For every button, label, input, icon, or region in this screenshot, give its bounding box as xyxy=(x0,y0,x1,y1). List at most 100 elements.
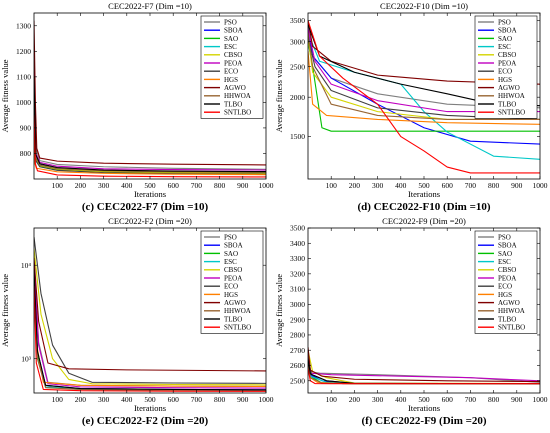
x-tick-label: 600 xyxy=(442,181,454,190)
x-tick-label: 800 xyxy=(214,181,226,190)
y-tick-label: 3500 xyxy=(290,16,305,25)
legend-label-pso: PSO xyxy=(498,233,511,241)
panel-caption: (f) CEC2022-F9 (Dim =20) xyxy=(361,415,486,427)
y-tick-label: 1200 xyxy=(16,47,31,56)
legend-label-hgs: HGS xyxy=(224,76,238,84)
legend-label-pso: PSO xyxy=(224,233,237,241)
legend-label-tlbo: TLBO xyxy=(224,315,242,323)
x-tick-label: 400 xyxy=(395,395,407,404)
legend-box xyxy=(474,15,538,119)
series-line-peoa xyxy=(308,28,540,113)
chart-title: CEC2022-F7 (Dim =10) xyxy=(108,1,192,11)
chart-panel-1: CEC2022-F7 (Dim =10) 100 200 300 400 500 600 70… xyxy=(0,1,274,213)
legend-label-eco: ECO xyxy=(498,68,512,76)
y-axis-label: Average fitness value xyxy=(0,59,10,132)
x-axis-label: Iterations xyxy=(134,189,166,199)
chart-panel-2: CEC2022-F10 (Dim =10) 100 200 300 400 500 600 7… xyxy=(274,1,548,213)
series-line-hhwoa xyxy=(308,32,540,120)
x-tick-label: 700 xyxy=(465,181,477,190)
x-tick-label: 1000 xyxy=(259,395,274,404)
series-line-sntlbo xyxy=(34,285,266,392)
x-tick-label: 100 xyxy=(326,395,338,404)
legend: PSOSBOASAOESCCBSOPEOAECOHGSAGWOHHWOATLBO… xyxy=(200,15,264,119)
series-group xyxy=(308,20,540,174)
legend: PSOSBOASAOESCCBSOPEOAECOHGSAGWOHHWOATLBO… xyxy=(474,230,538,334)
legend-label-sntlbo: SNTLBO xyxy=(224,109,251,117)
x-tick-label: 200 xyxy=(349,395,361,404)
legend-label-sao: SAO xyxy=(498,35,512,43)
legend-label-esc: ESC xyxy=(224,258,237,266)
y-axis-label: Average fitness value xyxy=(274,274,284,347)
series-line-agwo xyxy=(34,20,266,166)
legend-label-peoa: PEOA xyxy=(224,274,242,282)
x-tick-label: 100 xyxy=(326,181,338,190)
series-line-tlbo xyxy=(34,76,266,173)
legend-label-sao: SAO xyxy=(498,250,512,258)
legend-label-eco: ECO xyxy=(498,283,512,291)
series-line-sntlbo xyxy=(308,368,540,385)
y-tick-label: 2000 xyxy=(290,93,305,102)
legend-label-sntlbo: SNTLBO xyxy=(498,324,525,332)
x-tick-label: 500 xyxy=(418,181,430,190)
x-tick-label: 500 xyxy=(144,181,156,190)
x-tick-label: 400 xyxy=(395,181,407,190)
legend-label-hhwoa: HHWOA xyxy=(498,307,525,315)
x-tick-label: 400 xyxy=(121,395,133,404)
legend-label-hgs: HGS xyxy=(224,291,238,299)
legend: PSOSBOASAOESCCBSOPEOAECOHGSAGWOHHWOATLBO… xyxy=(200,230,264,334)
x-tick-label: 1000 xyxy=(533,395,548,404)
legend-label-esc: ESC xyxy=(498,258,511,266)
series-line-agwo xyxy=(308,347,540,383)
y-axis-label: Average fitness value xyxy=(274,59,284,132)
legend-label-esc: ESC xyxy=(498,43,511,51)
panel-caption: (c) CEC2022-F7 (Dim =10) xyxy=(82,201,209,213)
legend-label-pso: PSO xyxy=(224,18,237,26)
legend-label-agwo: AGWO xyxy=(224,299,246,307)
legend-label-hhwoa: HHWOA xyxy=(224,307,251,315)
x-axis-label: Iterations xyxy=(408,189,440,199)
legend-label-tlbo: TLBO xyxy=(224,100,242,108)
legend-label-sntlbo: SNTLBO xyxy=(224,324,251,332)
legend-label-eco: ECO xyxy=(224,283,238,291)
x-tick-label: 100 xyxy=(52,181,64,190)
x-tick-label: 900 xyxy=(237,395,249,404)
legend-label-sboa: SBOA xyxy=(498,242,517,250)
x-tick-label: 1000 xyxy=(533,181,548,190)
x-tick-label: 200 xyxy=(349,181,361,190)
y-tick-label: 3100 xyxy=(290,285,305,294)
legend-label-cbso: CBSO xyxy=(498,51,516,59)
series-group xyxy=(34,236,266,392)
x-tick-label: 800 xyxy=(488,181,500,190)
legend-label-sboa: SBOA xyxy=(224,242,243,250)
legend-label-hhwoa: HHWOA xyxy=(224,92,251,100)
x-tick-label: 600 xyxy=(442,395,454,404)
series-line-sntlbo xyxy=(308,20,540,174)
chart-panel-4: CEC2022-F9 (Dim =20) 100 200 300 400 500 600 70… xyxy=(274,216,548,427)
chart-panel-3: CEC2022-F2 (Dim =20) 100 200 300 400 500 600 70… xyxy=(0,216,274,427)
y-tick-label: 1300 xyxy=(16,21,31,30)
x-tick-label: 900 xyxy=(237,181,249,190)
x-tick-label: 400 xyxy=(121,181,133,190)
y-tick-label: 2900 xyxy=(290,315,305,324)
y-tick-label: 900 xyxy=(20,124,32,133)
legend-box xyxy=(200,230,264,334)
legend-label-eco: ECO xyxy=(224,68,238,76)
x-tick-label: 800 xyxy=(214,395,226,404)
series-line-hgs xyxy=(308,51,540,125)
y-tick-label: 3300 xyxy=(290,254,305,263)
series-line-eco xyxy=(308,37,540,120)
legend-label-sao: SAO xyxy=(224,35,238,43)
legend-label-agwo: AGWO xyxy=(498,299,520,307)
series-line-peoa xyxy=(34,265,266,389)
series-line-tlbo xyxy=(34,269,266,391)
x-tick-label: 600 xyxy=(168,395,180,404)
legend-label-sntlbo: SNTLBO xyxy=(498,109,525,117)
x-tick-label: 300 xyxy=(98,181,110,190)
y-tick-label: 3000 xyxy=(290,37,305,46)
legend-label-cbso: CBSO xyxy=(224,51,242,59)
x-axis-label: Iterations xyxy=(408,403,440,413)
x-tick-label: 1000 xyxy=(259,181,274,190)
y-tick-label: 3000 xyxy=(290,300,305,309)
y-tick-label: 2700 xyxy=(290,346,305,355)
y-tick-label: 2500 xyxy=(290,376,305,385)
